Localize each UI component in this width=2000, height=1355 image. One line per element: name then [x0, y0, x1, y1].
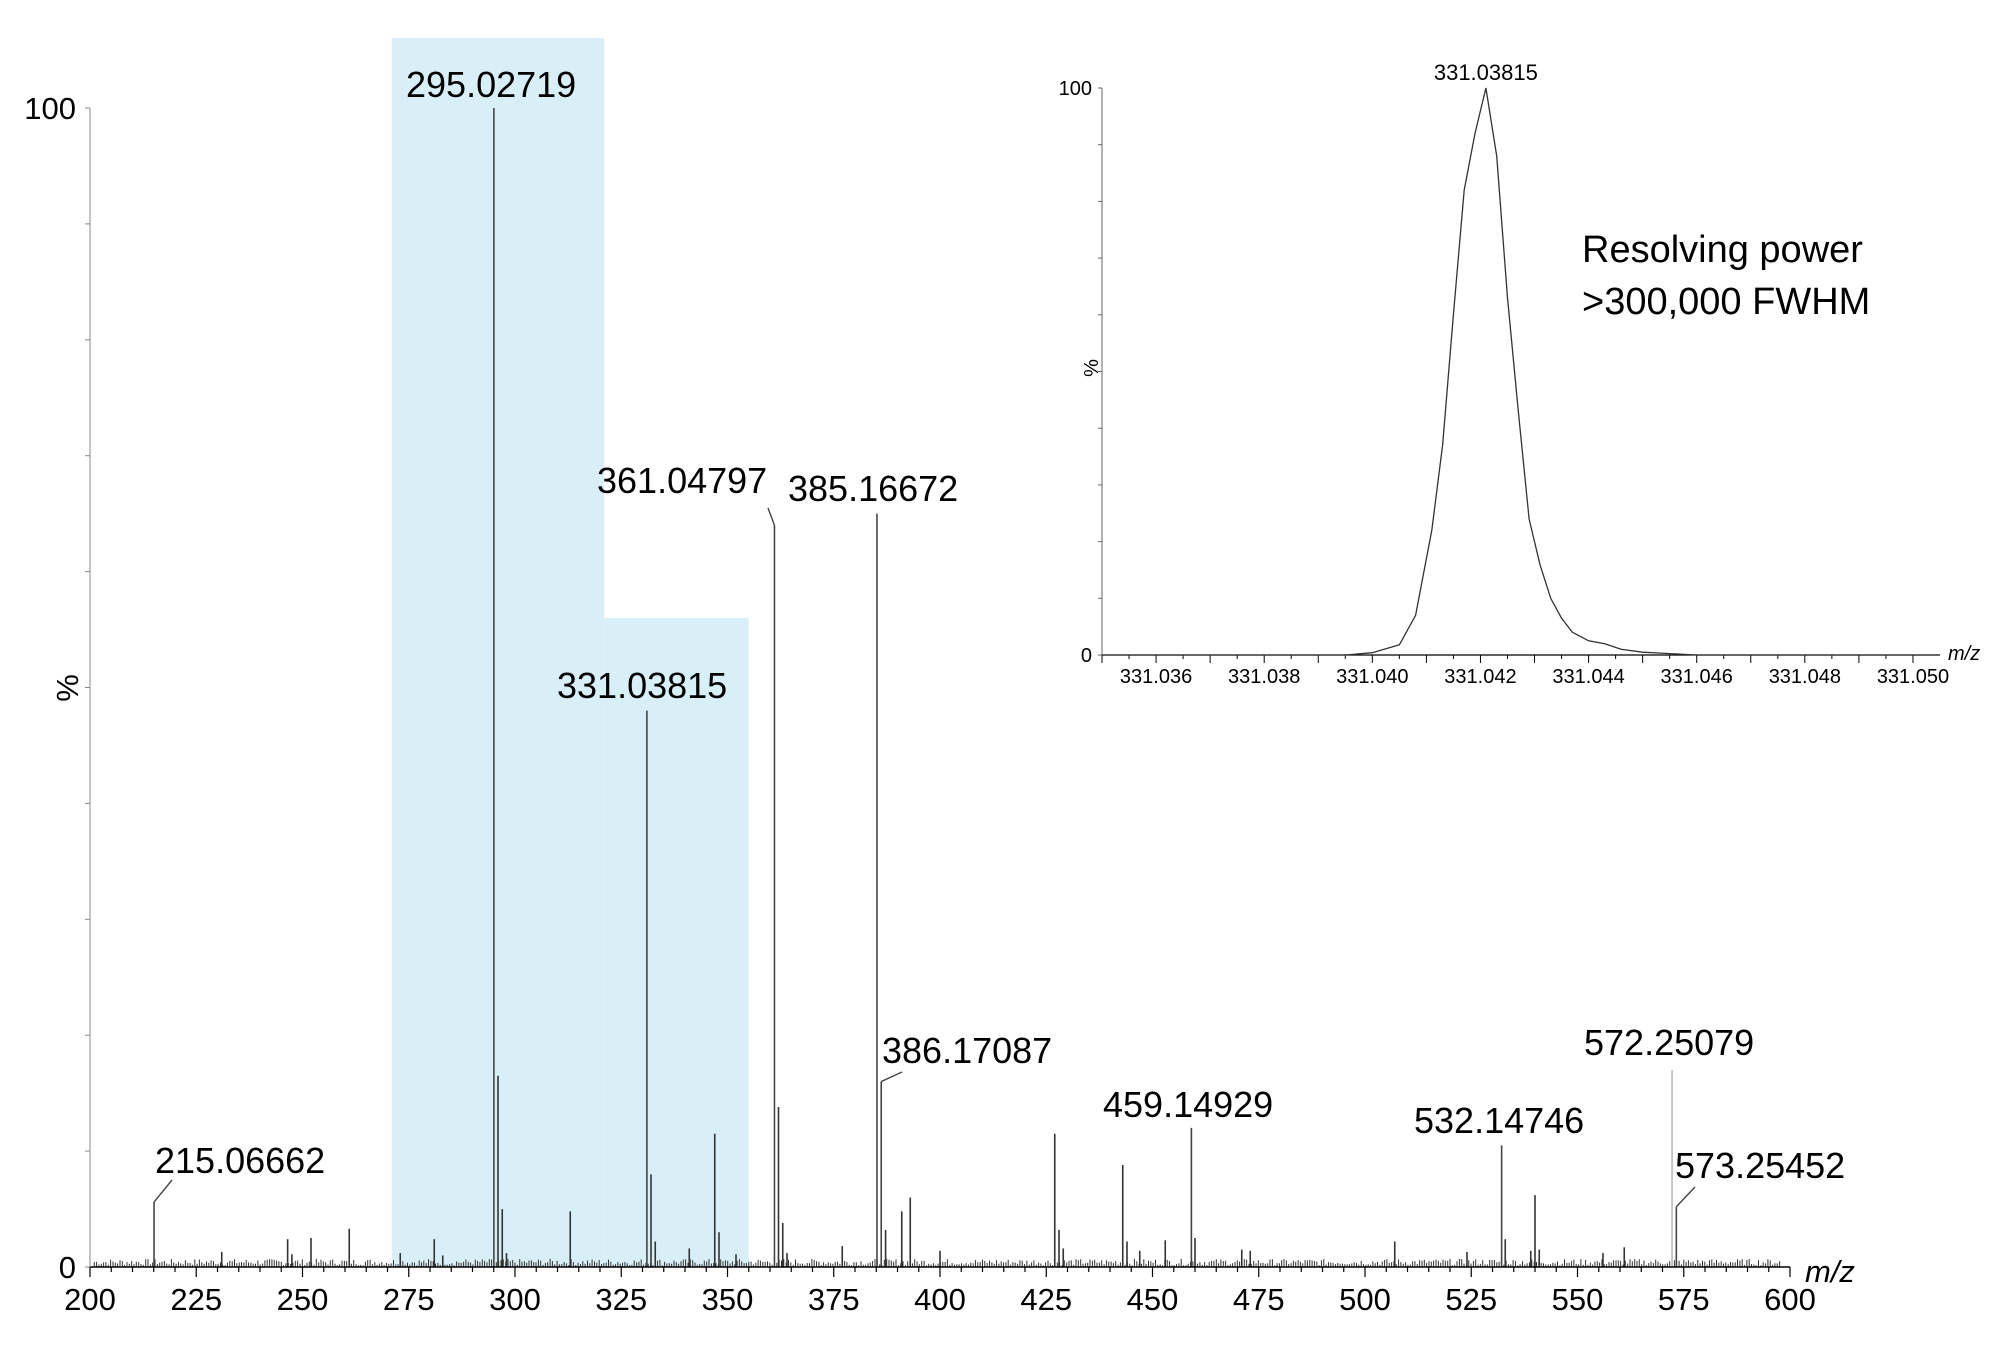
inset-peak-label: 331.03815	[1434, 60, 1538, 85]
x-tick-label-300: 300	[489, 1282, 541, 1317]
peak-leader-386.17087	[880, 1071, 903, 1083]
x-axis-title: m/z	[1805, 1254, 1855, 1289]
peak-label-215.06662: 215.06662	[155, 1140, 325, 1181]
resolving-power-note-line2: >300,000 FWHM	[1582, 281, 1870, 323]
x-tick-label-425: 425	[1020, 1282, 1072, 1317]
peak-label-295.02719: 295.02719	[406, 64, 576, 105]
inset-x-tick-label-4: 331.044	[1552, 666, 1624, 688]
peak-label-532.14746: 532.14746	[1414, 1100, 1584, 1141]
peak-leader-361.04797	[767, 507, 776, 526]
inset-y-tick-label-0: 0	[1081, 645, 1092, 667]
y-tick-label-100: 100	[24, 91, 76, 126]
inset-x-tick-label-2: 331.040	[1336, 666, 1408, 688]
y-tick-label-0: 0	[59, 1250, 76, 1285]
inset-x-tick-label-6: 331.048	[1769, 666, 1841, 688]
peak-label-573.25452: 573.25452	[1675, 1145, 1845, 1186]
inset-x-tick-label-7: 331.050	[1877, 666, 1949, 688]
inset-peak-curve	[1102, 87, 1940, 656]
highlight-region-1	[604, 618, 749, 1267]
resolving-power-note-line1: Resolving power	[1582, 229, 1863, 271]
peak-label-459.14929: 459.14929	[1103, 1084, 1273, 1125]
peak-label-331.03815: 331.03815	[557, 665, 727, 706]
peak-leader-573.25452	[1675, 1186, 1696, 1208]
peak-label-361.04797: 361.04797	[597, 460, 767, 501]
x-tick-label-525: 525	[1445, 1282, 1497, 1317]
inset-y-axis-title: %	[1081, 359, 1103, 377]
x-tick-label-200: 200	[64, 1282, 116, 1317]
inset-x-tick-label-3: 331.042	[1444, 666, 1516, 688]
x-tick-label-275: 275	[383, 1282, 435, 1317]
inset-x-axis-title: m/z	[1948, 643, 1980, 665]
peak-label-572.25079: 572.25079	[1584, 1022, 1754, 1063]
x-tick-label-375: 375	[808, 1282, 860, 1317]
x-tick-label-325: 325	[595, 1282, 647, 1317]
x-tick-label-475: 475	[1233, 1282, 1285, 1317]
peak-label-385.16672: 385.16672	[788, 468, 958, 509]
highlight-region-0	[391, 38, 605, 1267]
y-axis-title: %	[50, 674, 85, 702]
baseline-noise	[93, 1258, 1781, 1267]
x-tick-label-600: 600	[1764, 1282, 1816, 1317]
x-tick-label-550: 550	[1552, 1282, 1604, 1317]
x-tick-label-225: 225	[170, 1282, 222, 1317]
inset-x-tick-label-5: 331.046	[1661, 666, 1733, 688]
x-tick-label-350: 350	[702, 1282, 754, 1317]
x-tick-label-500: 500	[1339, 1282, 1391, 1317]
peak-leader-215.06662	[153, 1179, 173, 1203]
x-tick-label-250: 250	[277, 1282, 329, 1317]
inset-x-tick-label-1: 331.038	[1228, 666, 1300, 688]
x-tick-label-400: 400	[914, 1282, 966, 1317]
x-tick-label-575: 575	[1658, 1282, 1710, 1317]
peak-label-386.17087: 386.17087	[882, 1030, 1052, 1071]
x-tick-label-450: 450	[1127, 1282, 1179, 1317]
inset-x-tick-label-0: 331.036	[1120, 666, 1192, 688]
inset-y-tick-label-100: 100	[1059, 78, 1092, 100]
